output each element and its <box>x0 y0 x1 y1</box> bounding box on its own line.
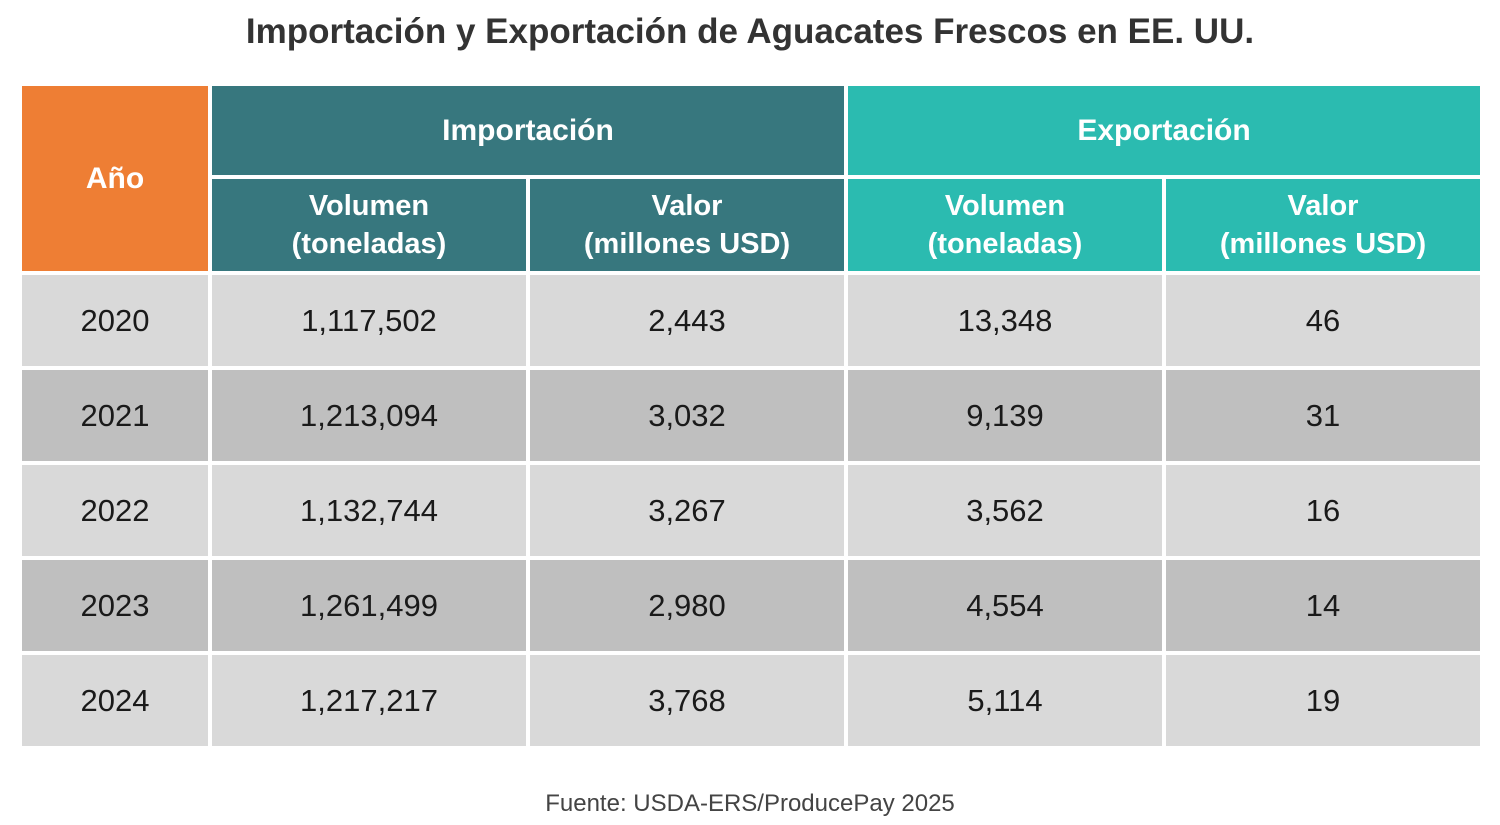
cell-import-value: 2,980 <box>530 560 844 651</box>
table-row: 2024 1,217,217 3,768 5,114 19 <box>22 655 1480 746</box>
cell-year: 2021 <box>22 370 208 461</box>
cell-export-value: 16 <box>1166 465 1480 556</box>
table-row: 2021 1,213,094 3,032 9,139 31 <box>22 370 1480 461</box>
header-value-unit: (millones USD) <box>583 228 791 260</box>
cell-import-volume: 1,117,502 <box>212 275 526 366</box>
cell-export-value: 46 <box>1166 275 1480 366</box>
cell-year: 2023 <box>22 560 208 651</box>
header-value-label: Valor <box>651 190 723 222</box>
cell-import-volume: 1,261,499 <box>212 560 526 651</box>
table-row: 2023 1,261,499 2,980 4,554 14 <box>22 560 1480 651</box>
cell-import-value: 3,032 <box>530 370 844 461</box>
cell-export-volume: 9,139 <box>848 370 1162 461</box>
chart-title: Importación y Exportación de Aguacates F… <box>245 12 1255 51</box>
header-import: Importación <box>212 86 844 175</box>
header-row-sub: Volumen (toneladas) Valor (millones USD)… <box>22 179 1480 271</box>
cell-export-value: 31 <box>1166 370 1480 461</box>
cell-export-volume: 4,554 <box>848 560 1162 651</box>
table-body: 2020 1,117,502 2,443 13,348 46 2021 1,213,094 3… <box>22 275 1480 746</box>
cell-export-volume: 3,562 <box>848 465 1162 556</box>
header-volume-label: Volumen <box>308 190 430 222</box>
header-import-volume: Volumen (toneladas) <box>212 179 526 271</box>
header-export-value: Valor (millones USD) <box>1166 179 1480 271</box>
header-export: Exportación <box>848 86 1480 175</box>
cell-export-volume: 13,348 <box>848 275 1162 366</box>
header-value-unit: (millones USD) <box>1219 228 1427 260</box>
cell-export-value: 14 <box>1166 560 1480 651</box>
header-import-value: Valor (millones USD) <box>530 179 844 271</box>
header-volume-label: Volumen <box>944 190 1066 222</box>
cell-import-value: 3,267 <box>530 465 844 556</box>
cell-year: 2024 <box>22 655 208 746</box>
source-note: Fuente: USDA-ERS/ProducePay 2025 <box>545 790 955 817</box>
header-year: Año <box>22 86 208 271</box>
cell-import-value: 3,768 <box>530 655 844 746</box>
header-value-label: Valor <box>1287 190 1359 222</box>
cell-import-value: 2,443 <box>530 275 844 366</box>
cell-export-volume: 5,114 <box>848 655 1162 746</box>
cell-import-volume: 1,132,744 <box>212 465 526 556</box>
table-row: 2020 1,117,502 2,443 13,348 46 <box>22 275 1480 366</box>
table-row: 2022 1,132,744 3,267 3,562 16 <box>22 465 1480 556</box>
cell-year: 2020 <box>22 275 208 366</box>
header-volume-unit: (toneladas) <box>291 228 447 260</box>
header-row-group: Año Importación Exportación <box>22 86 1480 271</box>
cell-year: 2022 <box>22 465 208 556</box>
cell-import-volume: 1,217,217 <box>212 655 526 746</box>
cell-export-value: 19 <box>1166 655 1480 746</box>
header-export-volume: Volumen (toneladas) <box>848 179 1162 271</box>
cell-import-volume: 1,213,094 <box>212 370 526 461</box>
data-table: Año Importación Exportación Volumen (ton… <box>18 82 1484 750</box>
header-volume-unit: (toneladas) <box>927 228 1083 260</box>
